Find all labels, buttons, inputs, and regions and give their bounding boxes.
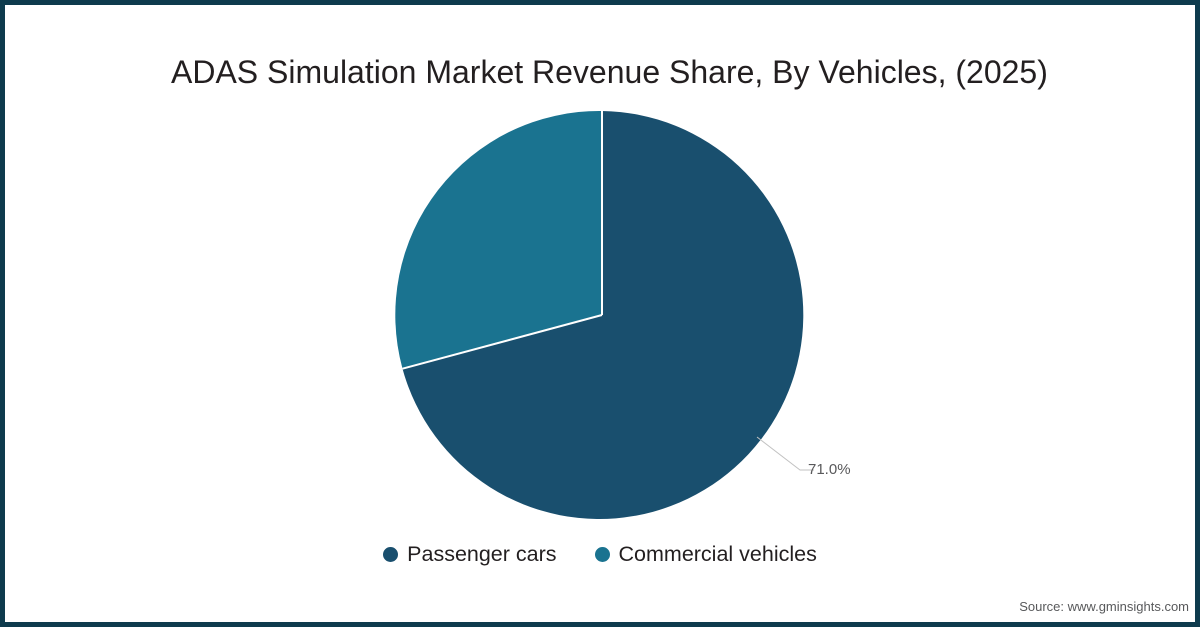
svg-text:71.0%: 71.0% [808,461,851,478]
